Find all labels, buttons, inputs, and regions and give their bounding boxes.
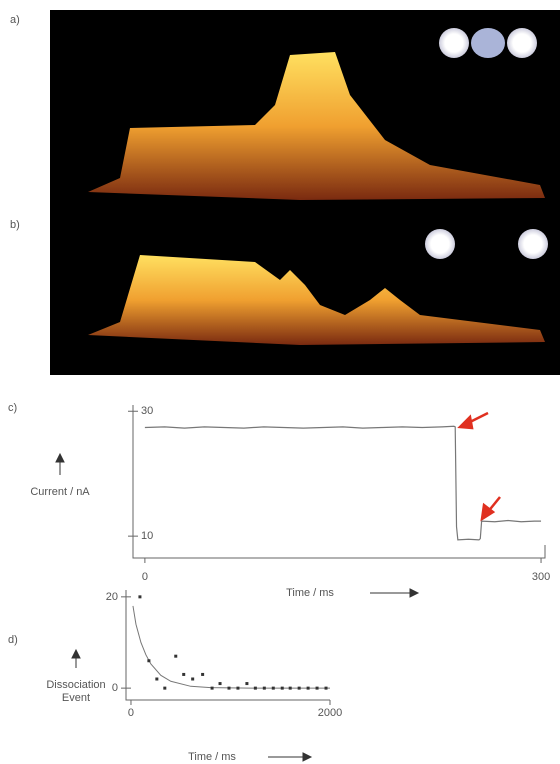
figure: a) b) c)Time / msCurrent / nA10300300d)T… [0,0,560,764]
data-point [307,687,310,690]
particle [518,229,548,259]
current-trace [145,426,541,540]
data-point [236,687,239,690]
x-tick-label: 0 [128,707,134,719]
data-point [138,595,141,598]
x-tick-label: 2000 [318,707,342,719]
panel-label: b) [10,219,20,231]
x-axis-label: Time / ms [188,751,236,763]
y-axis-label: Current / nA [30,486,90,498]
particle [439,28,469,58]
panel-label: d) [8,634,18,646]
data-point [147,659,150,662]
data-point [211,687,214,690]
panel-label: a) [10,14,20,26]
data-point [289,687,292,690]
y-axis-label: Event [62,692,90,704]
x-tick-label: 300 [532,571,550,583]
x-axis-label: Time / ms [286,587,334,599]
page: {"panel_labels": ["a)", "b)"], "chart_da… [0,0,560,764]
axes [126,590,330,700]
y-axis-label: Dissociation [46,679,105,691]
y-tick-label: 30 [141,405,153,417]
data-point [325,687,328,690]
data-point [182,673,185,676]
data-point [281,687,284,690]
data-point [245,682,248,685]
data-point [272,687,275,690]
panel-label: c) [8,402,17,414]
data-point [254,687,257,690]
y-tick-label: 20 [106,591,118,603]
data-point [201,673,204,676]
y-tick-label: 0 [112,682,118,694]
data-point [191,678,194,681]
axis-arrows [56,454,418,761]
data-point [263,687,266,690]
data-point [155,678,158,681]
annotation-arrows [460,413,500,519]
particle [425,229,455,259]
data-point [174,655,177,658]
data-point [227,687,230,690]
data-point [219,682,222,685]
data-point [316,687,319,690]
data-point [298,687,301,690]
data-point [163,687,166,690]
particle [471,28,505,58]
x-tick-label: 0 [142,571,148,583]
particle [507,28,537,58]
fit-curve [133,606,330,688]
y-tick-label: 10 [141,530,153,542]
